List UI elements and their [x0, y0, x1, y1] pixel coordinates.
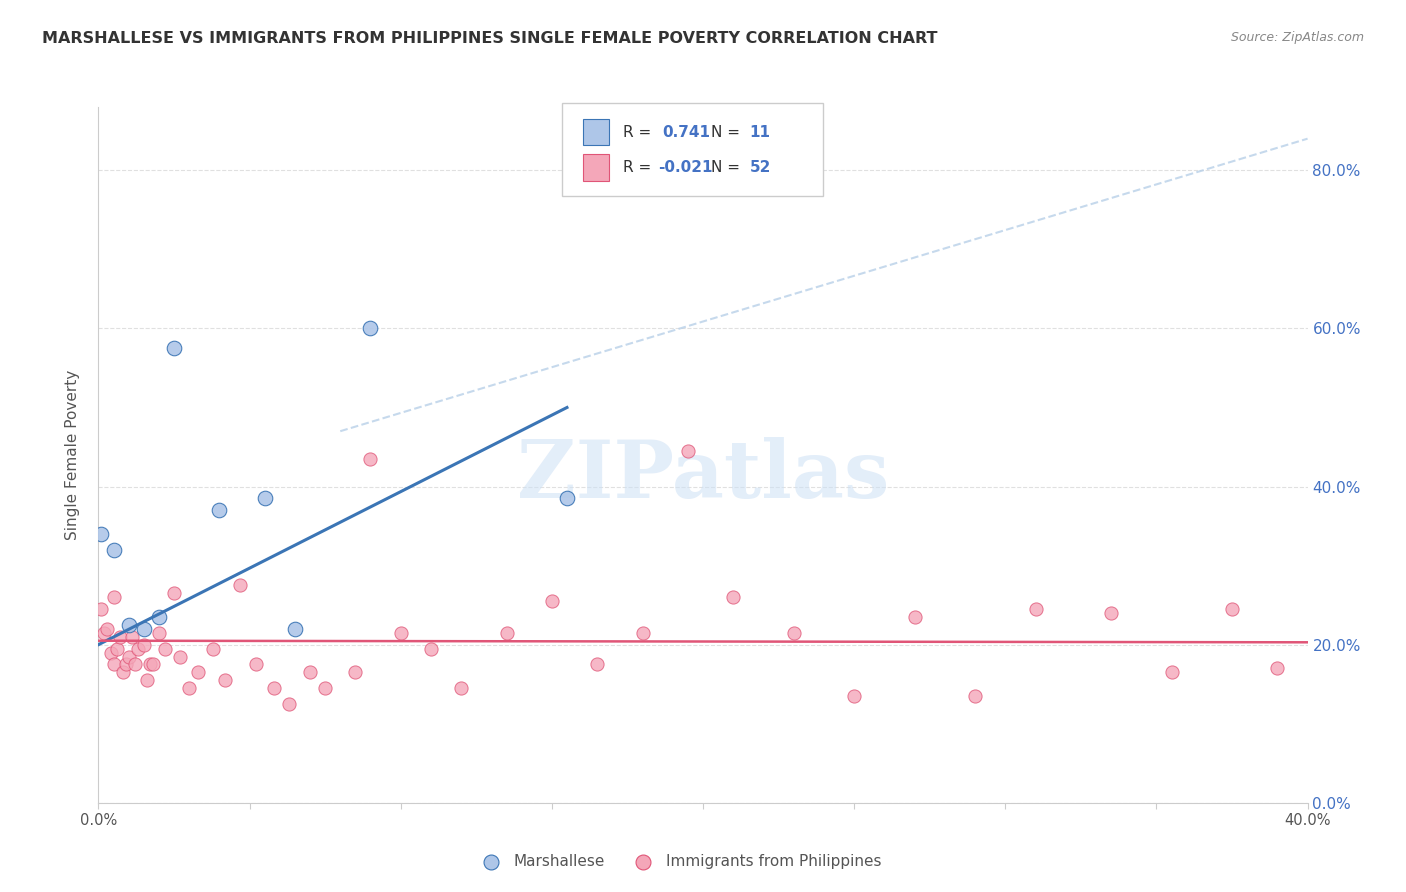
- Point: [360, 321, 382, 335]
- Point: [90, 602, 112, 616]
- Point: [202, 641, 225, 656]
- Point: [555, 491, 578, 506]
- Point: [245, 657, 267, 672]
- Text: R =: R =: [623, 161, 657, 175]
- Point: [139, 657, 162, 672]
- Y-axis label: Single Female Poverty: Single Female Poverty: [65, 370, 80, 540]
- Point: [253, 491, 276, 506]
- Text: ZIPatlas: ZIPatlas: [517, 437, 889, 515]
- Point: [100, 646, 122, 660]
- Point: [103, 657, 125, 672]
- Legend: Marshallese, Immigrants from Philippines: Marshallese, Immigrants from Philippines: [470, 848, 889, 875]
- Point: [114, 657, 136, 672]
- Point: [783, 625, 806, 640]
- Point: [344, 665, 367, 680]
- Point: [127, 641, 149, 656]
- Point: [420, 641, 443, 656]
- Point: [284, 622, 307, 636]
- Point: [153, 641, 176, 656]
- Point: [108, 630, 131, 644]
- Point: [208, 503, 231, 517]
- Text: R =: R =: [623, 125, 657, 139]
- Point: [118, 649, 141, 664]
- Point: [904, 610, 927, 624]
- Text: 11: 11: [749, 125, 770, 139]
- Point: [314, 681, 336, 695]
- Point: [90, 527, 112, 541]
- Text: 0.741: 0.741: [662, 125, 710, 139]
- Text: 52: 52: [749, 161, 770, 175]
- Point: [450, 681, 472, 695]
- Point: [229, 578, 252, 592]
- Point: [103, 542, 125, 557]
- Point: [103, 591, 125, 605]
- Point: [121, 630, 143, 644]
- Point: [142, 657, 165, 672]
- Point: [1024, 602, 1046, 616]
- Point: [360, 451, 382, 466]
- Point: [965, 689, 987, 703]
- Point: [163, 341, 186, 355]
- Point: [1220, 602, 1243, 616]
- Point: [1160, 665, 1182, 680]
- Point: [132, 638, 155, 652]
- Point: [1099, 606, 1122, 620]
- Point: [93, 625, 115, 640]
- Text: MARSHALLESE VS IMMIGRANTS FROM PHILIPPINES SINGLE FEMALE POVERTY CORRELATION CHA: MARSHALLESE VS IMMIGRANTS FROM PHILIPPIN…: [42, 31, 938, 46]
- Point: [540, 594, 562, 608]
- Point: [179, 681, 201, 695]
- Point: [132, 622, 155, 636]
- Point: [389, 625, 412, 640]
- Text: Source: ZipAtlas.com: Source: ZipAtlas.com: [1230, 31, 1364, 45]
- Point: [148, 610, 170, 624]
- Point: [187, 665, 209, 680]
- Point: [96, 622, 118, 636]
- Point: [111, 665, 134, 680]
- Point: [299, 665, 322, 680]
- Text: N =: N =: [711, 125, 745, 139]
- Point: [135, 673, 157, 688]
- Point: [169, 649, 191, 664]
- Point: [148, 625, 170, 640]
- Point: [495, 625, 517, 640]
- Point: [105, 641, 128, 656]
- Point: [124, 657, 146, 672]
- Point: [263, 681, 285, 695]
- Point: [676, 444, 699, 458]
- Point: [631, 625, 654, 640]
- Text: -0.021: -0.021: [658, 161, 713, 175]
- Point: [723, 591, 745, 605]
- Point: [844, 689, 866, 703]
- Point: [277, 697, 299, 711]
- Point: [214, 673, 236, 688]
- Text: N =: N =: [711, 161, 745, 175]
- Point: [118, 618, 141, 632]
- Point: [1267, 661, 1289, 675]
- Point: [586, 657, 609, 672]
- Point: [163, 586, 186, 600]
